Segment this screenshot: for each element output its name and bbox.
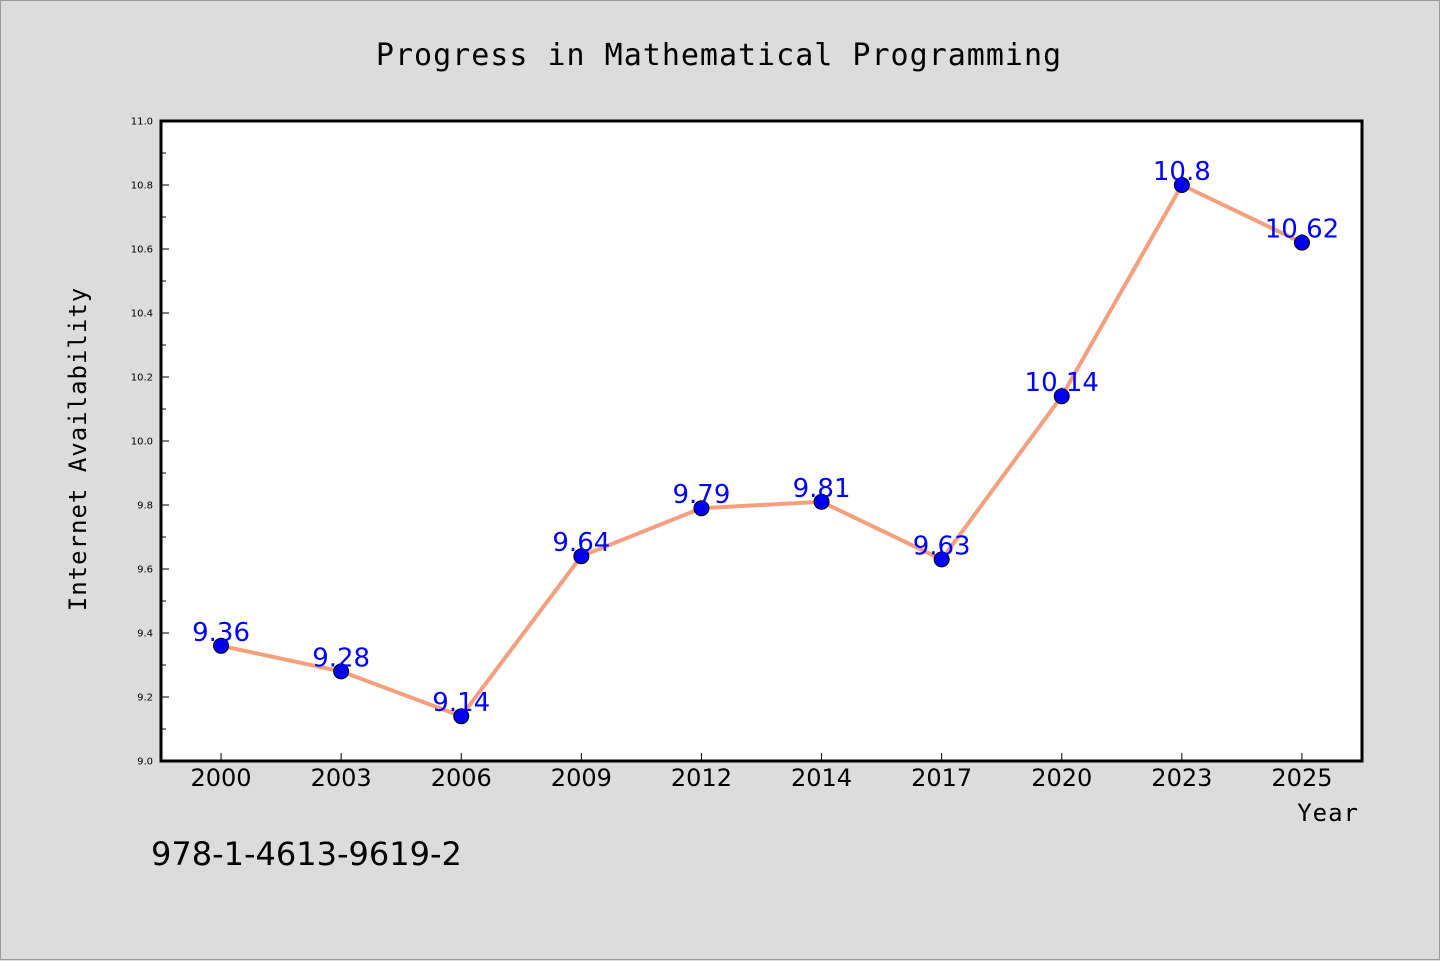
y-tick-label: 9.2 — [137, 693, 153, 704]
isbn-text: 978-1-4613-9619-2 — [151, 835, 462, 873]
y-tick-label: 9.4 — [137, 629, 153, 640]
y-tick-label: 9.0 — [137, 757, 153, 768]
data-label: 9.36 — [192, 618, 250, 648]
x-tick-label: 2014 — [791, 764, 852, 792]
data-label: 10.8 — [1153, 157, 1211, 187]
y-axis-label: Internet Availability — [64, 287, 92, 611]
data-point — [693, 500, 710, 517]
y-tick-label: 11.0 — [131, 117, 153, 128]
data-point — [573, 548, 590, 565]
data-point — [333, 663, 350, 680]
y-tick-label: 9.6 — [137, 565, 153, 576]
x-axis-label: Year — [1297, 799, 1359, 827]
data-point — [453, 708, 470, 725]
data-point — [1293, 234, 1310, 251]
x-tick-label: 2023 — [1151, 764, 1212, 792]
plot-area — [161, 121, 1362, 761]
data-label: 9.63 — [913, 531, 971, 561]
x-tick-label: 2009 — [551, 764, 612, 792]
data-label: 9.79 — [673, 480, 731, 510]
data-label: 9.64 — [552, 528, 610, 558]
x-tick-label: 2017 — [911, 764, 972, 792]
data-point — [1173, 177, 1190, 193]
y-tick-label: 10.6 — [131, 245, 153, 256]
y-tick-label: 9.8 — [137, 501, 153, 512]
data-point — [213, 637, 230, 654]
y-tick-label: 10.0 — [131, 437, 153, 448]
x-tick-label: 2012 — [671, 764, 732, 792]
data-label: 9.14 — [432, 688, 490, 718]
data-label: 9.81 — [793, 474, 851, 504]
data-point — [933, 551, 950, 568]
plot-frame — [159, 119, 1364, 763]
data-label: 9.28 — [312, 643, 370, 673]
data-point — [813, 493, 830, 510]
y-tick-label: 10.4 — [131, 309, 153, 320]
x-axis: 2000 2003 2006 2009 2012 2014 2017 2020 2023 2025 — [191, 753, 1332, 792]
data-markers — [213, 177, 1310, 725]
data-labels: 9.36 9.28 9.14 9.64 9.79 9.81 9.63 10.14 10.8 10.… — [192, 157, 1339, 718]
x-tick-label: 2020 — [1031, 764, 1092, 792]
data-point — [1053, 388, 1070, 405]
x-tick-label: 2025 — [1271, 764, 1332, 792]
chart-title: Progress in Mathematical Programming — [376, 38, 1062, 73]
x-tick-label: 2006 — [431, 764, 492, 792]
x-tick-label: 2003 — [311, 764, 372, 792]
y-tick-label: 10.8 — [131, 181, 153, 192]
series-line — [220, 183, 1303, 719]
data-label: 10.14 — [1025, 368, 1099, 398]
x-tick-label: 2000 — [191, 764, 252, 792]
data-label: 10.62 — [1265, 215, 1339, 245]
y-tick-label: 10.2 — [131, 373, 153, 384]
